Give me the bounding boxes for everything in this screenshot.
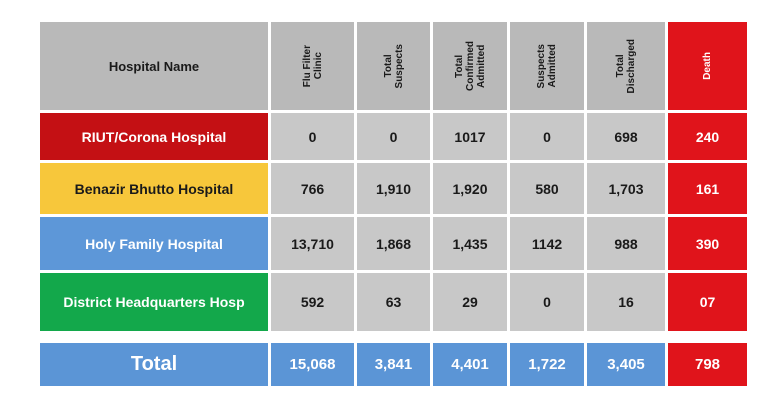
flu-cell: 592	[271, 273, 354, 331]
death-cell: 161	[668, 163, 747, 214]
header-hospital-name: Hospital Name	[40, 22, 268, 110]
header-total-suspects: Total Suspects	[357, 22, 430, 110]
row-name-cell: Holy Family Hospital	[40, 217, 268, 270]
death-cell: 07	[668, 273, 747, 331]
confirmed-cell: 1,920	[433, 163, 507, 214]
suspects-admitted-cell: 1142	[510, 217, 584, 270]
suspects-cell: 63	[357, 273, 430, 331]
suspects-admitted-cell: 0	[510, 113, 584, 160]
header-suspects-admitted: Suspects Admitted	[510, 22, 584, 110]
header-flu-filter-clinic: Flu Filter Clinic	[271, 22, 354, 110]
suspects-cell: 1,868	[357, 217, 430, 270]
confirmed-cell: 29	[433, 273, 507, 331]
suspects-admitted-cell: 580	[510, 163, 584, 214]
suspects-admitted-cell: 0	[510, 273, 584, 331]
header-suspects-admitted-text: Suspects Admitted	[536, 43, 558, 89]
discharged-cell: 1,703	[587, 163, 665, 214]
row-name-cell: RIUT/Corona Hospital	[40, 113, 268, 160]
suspects-cell: 0	[357, 113, 430, 160]
death-cell: 390	[668, 217, 747, 270]
discharged-cell: 988	[587, 217, 665, 270]
total-confirmed-cell: 4,401	[433, 343, 507, 386]
row-name-cell: Benazir Bhutto Hospital	[40, 163, 268, 214]
discharged-cell: 698	[587, 113, 665, 160]
suspects-cell: 1,910	[357, 163, 430, 214]
flu-cell: 13,710	[271, 217, 354, 270]
discharged-cell: 16	[587, 273, 665, 331]
death-cell: 240	[668, 113, 747, 160]
header-total-discharged-text: Total Discharged	[615, 38, 637, 94]
header-death-text: Death	[702, 52, 713, 80]
total-discharged-cell: 3,405	[587, 343, 665, 386]
confirmed-cell: 1017	[433, 113, 507, 160]
hospital-table: Hospital Name Flu Filter Clinic Total Su…	[40, 22, 747, 331]
confirmed-cell: 1,435	[433, 217, 507, 270]
flu-cell: 766	[271, 163, 354, 214]
header-death: Death	[668, 22, 747, 110]
total-flu-cell: 15,068	[271, 343, 354, 386]
total-suspects-cell: 3,841	[357, 343, 430, 386]
header-total-discharged: Total Discharged	[587, 22, 665, 110]
flu-cell: 0	[271, 113, 354, 160]
header-total-confirmed-admitted: Total Confirmed Admitted	[433, 22, 507, 110]
total-suspects-admitted-cell: 1,722	[510, 343, 584, 386]
row-name-cell: District Headquarters Hosp	[40, 273, 268, 331]
header-total-suspects-text: Total Suspects	[382, 43, 405, 89]
header-total-confirmed-admitted-text: Total Confirmed Admitted	[453, 41, 487, 91]
total-label: Total	[40, 343, 268, 386]
total-row: Total 15,068 3,841 4,401 1,722 3,405 798	[40, 343, 747, 386]
total-death-cell: 798	[668, 343, 747, 386]
header-flu-filter-clinic-text: Flu Filter Clinic	[301, 44, 324, 88]
